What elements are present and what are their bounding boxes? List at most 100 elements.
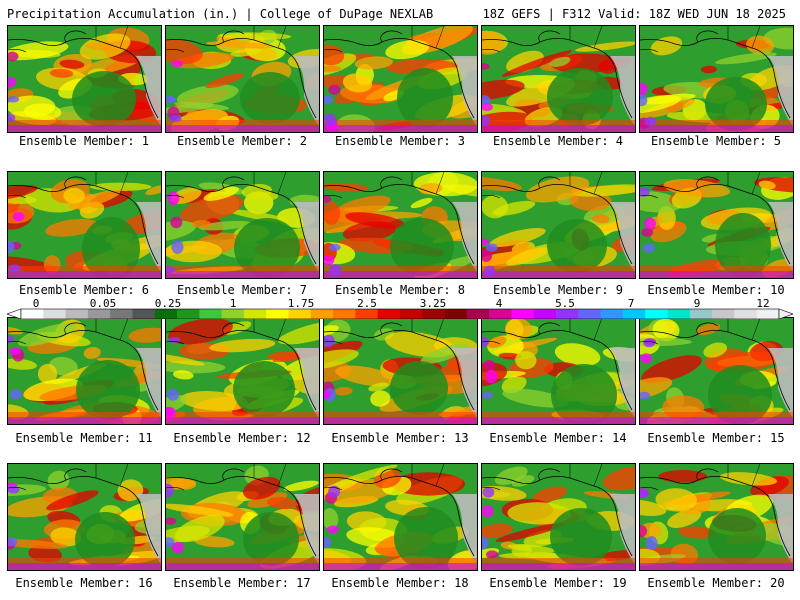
colorbar-tick-label: 0.25 (154, 297, 182, 310)
colorbar-bin (466, 309, 490, 319)
model-run-info: 18Z GEFS | F312 Valid: 18Z WED JUN 18 20… (482, 7, 786, 21)
precip-map (8, 464, 161, 570)
ensemble-member-panel (165, 463, 320, 571)
colorbar-bin (734, 309, 757, 319)
ensemble-member-panel (7, 317, 162, 425)
precip-map (166, 172, 319, 278)
ensemble-member-panel (639, 25, 794, 133)
colorbar-bin (310, 309, 334, 319)
ensemble-member-panel (7, 463, 162, 571)
ensemble-member-panel (7, 171, 162, 279)
precip-map (8, 318, 161, 424)
ensemble-member-label: Ensemble Member: 11 (15, 431, 153, 445)
colorbar-tick-label: 7 (627, 297, 635, 310)
ensemble-member-panel (481, 463, 636, 571)
precip-map (640, 26, 793, 132)
ensemble-member-panel (481, 317, 636, 425)
ensemble-member-label: Ensemble Member: 14 (489, 431, 627, 445)
colorbar-bin (556, 309, 579, 319)
ensemble-member-panel (165, 25, 320, 133)
ensemble-member-panel (323, 171, 478, 279)
precip-map (324, 26, 477, 132)
precip-map (324, 172, 477, 278)
ensemble-member-panel (323, 463, 478, 571)
precip-map (482, 464, 635, 570)
precip-map (640, 318, 793, 424)
ensemble-member-label: Ensemble Member: 16 (15, 576, 153, 590)
map-title: Precipitation Accumulation (in.) | Colle… (7, 7, 434, 21)
colorbar (7, 308, 793, 319)
ensemble-member-panel (639, 463, 794, 571)
colorbar-bin (110, 309, 133, 319)
ensemble-member-panel (639, 171, 794, 279)
precip-map (640, 464, 793, 570)
colorbar-bin (177, 309, 200, 319)
ensemble-member-label: Ensemble Member: 3 (334, 134, 466, 148)
ensemble-member-panel (165, 317, 320, 425)
colorbar-tick-label: 3.25 (419, 297, 447, 310)
colorbar-bin (578, 309, 601, 319)
colorbar-tick-label: 9 (693, 297, 701, 310)
ensemble-member-label: Ensemble Member: 19 (489, 576, 627, 590)
ensemble-member-label: Ensemble Member: 20 (647, 576, 785, 590)
colorbar-bin (400, 309, 423, 319)
ensemble-member-panel (481, 171, 636, 279)
colorbar-bin (712, 309, 735, 319)
colorbar-bin (422, 309, 445, 319)
colorbar-tick-label: 4 (495, 297, 503, 310)
ensemble-member-label: Ensemble Member: 18 (331, 576, 469, 590)
ensemble-member-label: Ensemble Member: 9 (492, 283, 624, 297)
ensemble-member-label: Ensemble Member: 13 (331, 431, 469, 445)
precip-map (482, 318, 635, 424)
colorbar-tick-label: 5.5 (555, 297, 575, 310)
ensemble-member-panel (165, 171, 320, 279)
ensemble-member-label: Ensemble Member: 6 (18, 283, 150, 297)
ensemble-member-label: Ensemble Member: 10 (647, 283, 785, 297)
colorbar-bin (511, 309, 535, 319)
colorbar-bin (199, 309, 222, 319)
colorbar-bin (377, 309, 401, 319)
precip-map (8, 172, 161, 278)
colorbar-bin (87, 309, 111, 319)
precip-map (324, 318, 477, 424)
colorbar-bin (667, 309, 691, 319)
colorbar-bin (65, 309, 89, 319)
colorbar-bin (154, 309, 178, 319)
precip-map (324, 464, 477, 570)
colorbar-tick-label: 2.5 (357, 297, 377, 310)
colorbar-bin (243, 309, 267, 319)
precip-map (8, 26, 161, 132)
colorbar-tick-label: 1.75 (287, 297, 315, 310)
colorbar-tick-label: 0.05 (89, 297, 117, 310)
colorbar-bin (600, 309, 624, 319)
ensemble-member-panel (7, 25, 162, 133)
ensemble-member-panel (323, 317, 478, 425)
colorbar-bin (622, 309, 646, 319)
ensemble-member-label: Ensemble Member: 2 (176, 134, 308, 148)
precip-map (166, 26, 319, 132)
colorbar-bin (355, 309, 378, 319)
precip-map (166, 464, 319, 570)
colorbar-bin (21, 309, 44, 319)
ensemble-member-panel (323, 25, 478, 133)
ensemble-member-label: Ensemble Member: 12 (173, 431, 311, 445)
ensemble-member-label: Ensemble Member: 17 (173, 576, 311, 590)
colorbar-bin (333, 309, 356, 319)
colorbar-bin (266, 309, 289, 319)
colorbar-bin (645, 309, 668, 319)
ensemble-member-panel (639, 317, 794, 425)
ensemble-member-label: Ensemble Member: 15 (647, 431, 785, 445)
colorbar-bin (43, 309, 66, 319)
colorbar-arrow-right (778, 308, 793, 319)
colorbar-bin (221, 309, 245, 319)
ensemble-member-label: Ensemble Member: 8 (334, 283, 466, 297)
ensemble-member-panel (481, 25, 636, 133)
precip-map (482, 26, 635, 132)
colorbar-bin (444, 309, 468, 319)
colorbar-bin (756, 309, 780, 319)
precip-map (640, 172, 793, 278)
colorbar-bin (533, 309, 557, 319)
ensemble-member-label: Ensemble Member: 7 (176, 283, 308, 297)
precip-map (482, 172, 635, 278)
ensemble-member-label: Ensemble Member: 5 (650, 134, 782, 148)
